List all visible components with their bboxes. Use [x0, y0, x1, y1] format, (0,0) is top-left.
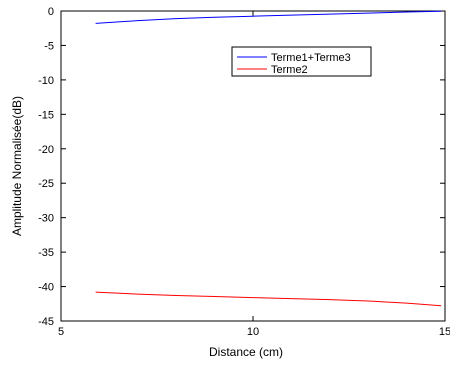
y-tick-label: -10: [38, 75, 54, 87]
x-tick-label: 15: [439, 326, 450, 338]
y-tick-label: -20: [38, 144, 54, 156]
y-axis-title: Amplitude Normalisée(dB): [10, 96, 24, 236]
series-line-terme1-terme3: [95, 10, 442, 24]
legend-box: [231, 46, 372, 77]
y-tick-label: -15: [38, 109, 54, 121]
y-tick-label: 0: [48, 6, 54, 18]
y-tick-label: -35: [38, 247, 54, 259]
ticks-layer: 5 10 15 0 -5 -10 -15 -20 -25 -30 -35 -40 -45: [38, 6, 450, 338]
legend: Terme1+Terme3 Terme2: [231, 46, 372, 77]
y-tick-label: -30: [38, 213, 54, 225]
series-layer: [95, 10, 442, 307]
x-tick-label: 10: [247, 326, 259, 338]
legend-label-terme2: Terme2: [271, 64, 308, 76]
y-tick-label: -40: [38, 282, 54, 294]
legend-label-terme1-terme3: Terme1+Terme3: [271, 52, 351, 64]
y-tick-label: -45: [38, 316, 54, 328]
x-tick-label: 5: [58, 326, 64, 338]
x-axis-title: Distance (cm): [209, 345, 283, 359]
y-tick-label: -25: [38, 178, 54, 190]
series-line-terme2: [95, 291, 442, 307]
y-tick-label: -5: [44, 40, 54, 52]
